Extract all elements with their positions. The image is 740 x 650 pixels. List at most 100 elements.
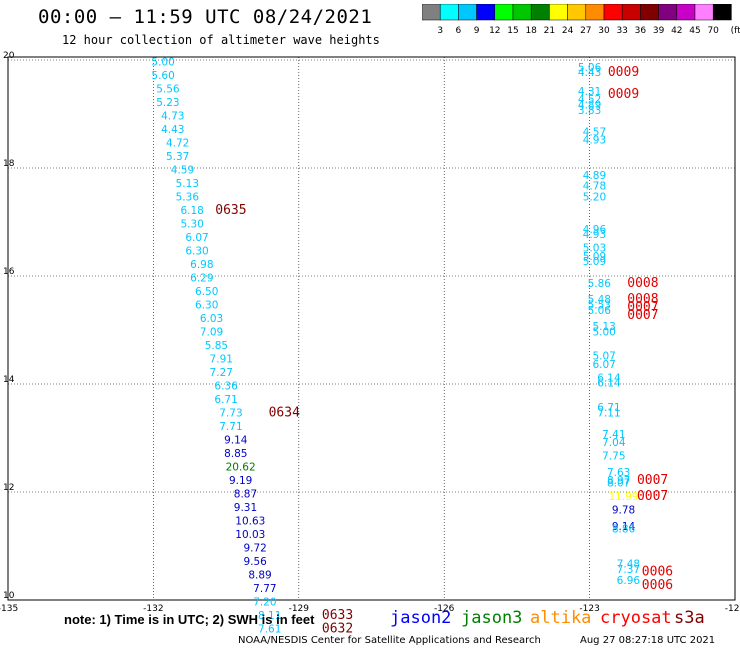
swh-data-label: 11.99 bbox=[608, 491, 638, 503]
swh-data-label: 7.37 bbox=[617, 564, 640, 576]
plot-frame bbox=[7, 56, 736, 601]
swh-data-label: 8.11 bbox=[258, 610, 281, 622]
colorbar-swatches bbox=[421, 3, 732, 21]
colorbar-label: 70 bbox=[707, 26, 719, 36]
footer-credit: NOAA/NESDIS Center for Satellite Applica… bbox=[238, 635, 541, 646]
swh-data-label: 5.07 bbox=[592, 351, 615, 363]
pass-time-label: 0009 bbox=[608, 65, 639, 80]
swh-data-label: 4.78 bbox=[583, 181, 606, 193]
colorbar-label: 42 bbox=[671, 26, 683, 36]
swh-data-label: 7.77 bbox=[253, 583, 276, 595]
swh-data-label: 8.89 bbox=[248, 569, 271, 581]
swh-data-label: 6.30 bbox=[195, 299, 218, 311]
swh-data-label: 4.72 bbox=[166, 137, 189, 149]
swh-data-label: 4.31 bbox=[578, 86, 601, 98]
swh-data-label: 5.86 bbox=[588, 278, 612, 290]
colorbar-label: 21 bbox=[543, 26, 556, 36]
colorbar-swatch bbox=[712, 3, 732, 21]
swh-data-label: 7.71 bbox=[219, 421, 242, 433]
swh-data-label: 6.96 bbox=[617, 575, 641, 587]
swh-data-label: 4.96 bbox=[583, 224, 607, 236]
footer-timestamp: Aug 27 08:27:18 UTC 2021 bbox=[580, 635, 716, 646]
swh-data-label: 6.14 bbox=[597, 372, 621, 384]
swh-data-label: 5.36 bbox=[176, 191, 200, 203]
swh-data-label: 10.63 bbox=[235, 515, 265, 527]
colorbar-label: 45 bbox=[689, 26, 701, 36]
swh-data-label: 4.57 bbox=[583, 127, 606, 139]
legend-jason2: jason2 bbox=[390, 608, 452, 628]
swh-data-label: 7.63 bbox=[607, 467, 630, 479]
legend-cryosat: cryosat bbox=[600, 608, 672, 628]
colorbar-label: 3 bbox=[437, 26, 444, 36]
swh-data-label: 6.71 bbox=[597, 402, 620, 414]
swh-data-label: 4.89 bbox=[583, 170, 606, 182]
swh-data-label: 5.13 bbox=[592, 321, 615, 333]
pass-time-label: 0633 bbox=[322, 608, 353, 623]
swh-data-label: 8.07 bbox=[607, 478, 630, 490]
swh-data-label: 7.27 bbox=[210, 367, 233, 379]
swh-data-label: 8.85 bbox=[224, 448, 247, 460]
colorbar-label: 27 bbox=[580, 26, 592, 36]
swh-data-label: 7.41 bbox=[602, 429, 625, 441]
swh-data-label: 4.59 bbox=[171, 164, 194, 176]
swh-data-label: 7.75 bbox=[602, 451, 625, 463]
colorbar-label: 24 bbox=[561, 26, 574, 36]
swh-data-label: 5.30 bbox=[180, 218, 203, 230]
y-tick-label: 16 bbox=[3, 267, 15, 277]
swh-data-label: 20.62 bbox=[226, 461, 256, 473]
x-tick-label: -135 bbox=[0, 604, 18, 614]
colorbar-label: 36 bbox=[634, 26, 647, 36]
swh-data-label: 4.93 bbox=[583, 135, 606, 147]
swh-data-label: 3.83 bbox=[578, 105, 601, 117]
swh-data-label: 7.04 bbox=[602, 437, 626, 449]
swh-data-label: 5.56 bbox=[156, 83, 180, 95]
swh-data-label: 5.13 bbox=[176, 178, 199, 190]
colorbar-label: 15 bbox=[507, 26, 519, 36]
swh-data-label: 4.93 bbox=[583, 229, 606, 241]
pass-time-label: 0007 bbox=[627, 300, 658, 315]
swh-data-label: 6.07 bbox=[185, 232, 208, 244]
swh-data-label: 9.31 bbox=[234, 502, 257, 514]
swh-data-label: 7.73 bbox=[219, 407, 242, 419]
swh-data-label: 9.56 bbox=[243, 556, 267, 568]
pass-time-label: 0008 bbox=[627, 276, 658, 291]
swh-data-label: 8.87 bbox=[234, 488, 257, 500]
swh-data-label: 5.06 bbox=[588, 305, 612, 317]
swh-data-label: 5.00 bbox=[592, 326, 615, 338]
swh-data-label: 9.72 bbox=[243, 542, 266, 554]
swh-data-label: 6.71 bbox=[214, 394, 237, 406]
pass-time-label: 0009 bbox=[608, 87, 639, 102]
swh-data-label: 8.86 bbox=[612, 524, 636, 536]
swh-data-label: 5.09 bbox=[583, 256, 606, 268]
pass-time-label: 0007 bbox=[637, 489, 668, 504]
pass-time-label: 0006 bbox=[642, 565, 673, 580]
x-tick-label: -132 bbox=[143, 604, 163, 614]
swh-data-label: 9.19 bbox=[229, 475, 252, 487]
colorbar-label: 33 bbox=[616, 26, 628, 36]
swh-data-label: 6.18 bbox=[180, 205, 203, 217]
swh-data-label: 5.03 bbox=[583, 243, 606, 255]
pass-time-label: 0635 bbox=[215, 203, 246, 218]
swh-data-label: 6.30 bbox=[185, 245, 208, 257]
x-tick-label: -126 bbox=[434, 604, 455, 614]
swh-data-label: 7.20 bbox=[253, 596, 276, 608]
swh-data-label: 6.14 bbox=[597, 378, 621, 390]
pass-time-label: 0634 bbox=[269, 405, 300, 420]
swh-data-label: 6.98 bbox=[190, 259, 213, 271]
x-tick-label: -129 bbox=[289, 604, 310, 614]
swh-data-label: 5.37 bbox=[166, 151, 189, 163]
swh-data-label: 4.43 bbox=[578, 67, 601, 79]
swh-data-label: 5.53 bbox=[588, 299, 611, 311]
swh-data-label: 7.61 bbox=[258, 623, 281, 635]
swh-data-label: 4.52 bbox=[578, 94, 601, 106]
colorbar-label: 39 bbox=[652, 26, 665, 36]
colorbar-unit: (ft) bbox=[730, 26, 740, 36]
legend-jason3: jason3 bbox=[461, 608, 523, 628]
swh-data-label: 6.03 bbox=[200, 313, 223, 325]
swh-data-label: 6.50 bbox=[195, 286, 218, 298]
chart-note: note: 1) Time is in UTC; 2) SWH is in fe… bbox=[64, 612, 315, 627]
swh-data-label: 9.14 bbox=[224, 434, 248, 446]
swh-data-label: 10.03 bbox=[235, 529, 265, 541]
swh-data-label: 6.36 bbox=[214, 380, 238, 392]
